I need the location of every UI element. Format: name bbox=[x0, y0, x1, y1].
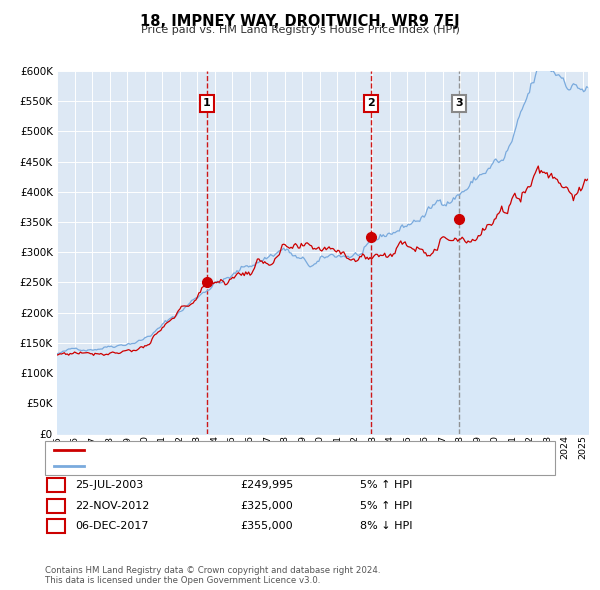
Text: 1: 1 bbox=[52, 478, 60, 491]
Text: Price paid vs. HM Land Registry's House Price Index (HPI): Price paid vs. HM Land Registry's House … bbox=[140, 25, 460, 35]
Text: 8% ↓ HPI: 8% ↓ HPI bbox=[360, 522, 413, 531]
Text: 22-NOV-2012: 22-NOV-2012 bbox=[75, 501, 149, 510]
Text: 06-DEC-2017: 06-DEC-2017 bbox=[75, 522, 149, 531]
Text: 1: 1 bbox=[203, 99, 211, 109]
Text: £325,000: £325,000 bbox=[240, 501, 293, 510]
Text: £355,000: £355,000 bbox=[240, 522, 293, 531]
Text: 2: 2 bbox=[52, 499, 60, 512]
Text: 3: 3 bbox=[52, 520, 60, 533]
Text: 3: 3 bbox=[455, 99, 463, 109]
Text: 5% ↑ HPI: 5% ↑ HPI bbox=[360, 501, 412, 510]
Text: 2: 2 bbox=[367, 99, 374, 109]
Text: This data is licensed under the Open Government Licence v3.0.: This data is licensed under the Open Gov… bbox=[45, 576, 320, 585]
Text: 18, IMPNEY WAY, DROITWICH, WR9 7EJ (detached house): 18, IMPNEY WAY, DROITWICH, WR9 7EJ (deta… bbox=[89, 445, 373, 455]
Text: Contains HM Land Registry data © Crown copyright and database right 2024.: Contains HM Land Registry data © Crown c… bbox=[45, 566, 380, 575]
Text: 25-JUL-2003: 25-JUL-2003 bbox=[75, 480, 143, 490]
Text: £249,995: £249,995 bbox=[240, 480, 293, 490]
Text: 5% ↑ HPI: 5% ↑ HPI bbox=[360, 480, 412, 490]
Text: 18, IMPNEY WAY, DROITWICH, WR9 7EJ: 18, IMPNEY WAY, DROITWICH, WR9 7EJ bbox=[140, 14, 460, 29]
Text: HPI: Average price, detached house, Wychavon: HPI: Average price, detached house, Wych… bbox=[89, 461, 325, 471]
